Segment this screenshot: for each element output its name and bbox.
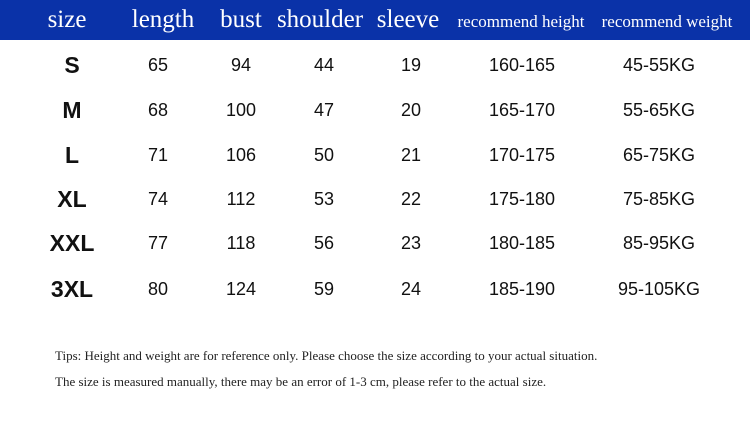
cell-size: L xyxy=(64,142,80,168)
cell-length: 71 xyxy=(147,145,169,165)
column-header-shoulder: shoulder xyxy=(276,6,364,33)
cell-size: 3XL xyxy=(50,276,94,302)
cell-shoulder: 56 xyxy=(313,233,335,253)
cell-recommend-weight: 75-85KG xyxy=(622,189,696,209)
cell-length: 65 xyxy=(147,55,169,75)
cell-sleeve: 23 xyxy=(400,233,422,253)
cell-size: XXL xyxy=(49,230,95,256)
cell-shoulder: 50 xyxy=(313,145,335,165)
column-header-size: size xyxy=(47,6,87,33)
cell-bust: 118 xyxy=(226,233,256,253)
cell-recommend-weight: 55-65KG xyxy=(622,100,696,120)
table-row: 3XL 80 124 59 24 185-190 95-105KG xyxy=(0,269,750,309)
cell-recommend-height: 165-170 xyxy=(488,100,556,120)
cell-bust: 124 xyxy=(225,279,257,299)
tip-line-1: Tips: Height and weight are for referenc… xyxy=(55,348,598,363)
cell-bust: 94 xyxy=(230,55,252,75)
cell-size: S xyxy=(64,52,80,78)
column-header-recommend-weight: recommend weight xyxy=(601,12,733,31)
table-row: XL 74 112 53 22 175-180 75-85KG xyxy=(0,179,750,219)
cell-shoulder: 47 xyxy=(313,100,335,120)
cell-length: 80 xyxy=(147,279,169,299)
header-row: size length bust shoulder sleeve recomme… xyxy=(0,0,750,40)
cell-recommend-height: 170-175 xyxy=(488,145,556,165)
cell-length: 68 xyxy=(147,100,169,120)
cell-sleeve: 19 xyxy=(400,55,422,75)
table-row: L 71 106 50 21 170-175 65-75KG xyxy=(0,135,750,175)
cell-size: M xyxy=(62,97,82,123)
table-row: M 68 100 47 20 165-170 55-65KG xyxy=(0,90,750,130)
table-row: XXL 77 118 56 23 180-185 85-95KG xyxy=(0,223,750,263)
cell-size: XL xyxy=(57,186,87,212)
table-row: S 65 94 44 19 160-165 45-55KG xyxy=(0,45,750,85)
cell-recommend-weight: 85-95KG xyxy=(622,233,696,253)
cell-length: 77 xyxy=(147,233,169,253)
cell-sleeve: 20 xyxy=(400,100,422,120)
column-header-bust: bust xyxy=(220,6,262,33)
column-header-recommend-height: recommend height xyxy=(457,12,585,31)
cell-recommend-weight: 65-75KG xyxy=(622,145,696,165)
cell-recommend-weight: 45-55KG xyxy=(622,55,696,75)
cell-recommend-height: 185-190 xyxy=(488,279,556,299)
cell-bust: 106 xyxy=(225,145,257,165)
cell-recommend-height: 180-185 xyxy=(488,233,556,253)
column-header-length: length xyxy=(131,6,195,33)
cell-bust: 100 xyxy=(225,100,257,120)
cell-recommend-height: 175-180 xyxy=(488,189,556,209)
cell-shoulder: 44 xyxy=(313,55,335,75)
cell-shoulder: 59 xyxy=(313,279,335,299)
cell-shoulder: 53 xyxy=(313,189,335,209)
column-header-sleeve: sleeve xyxy=(376,6,440,33)
cell-bust: 112 xyxy=(226,189,256,209)
cell-sleeve: 24 xyxy=(400,279,422,299)
cell-sleeve: 21 xyxy=(400,145,422,165)
tip-line-2: The size is measured manually, there may… xyxy=(55,374,547,389)
cell-recommend-height: 160-165 xyxy=(488,55,556,75)
cell-length: 74 xyxy=(147,189,169,209)
cell-sleeve: 22 xyxy=(400,189,422,209)
cell-recommend-weight: 95-105KG xyxy=(617,279,701,299)
